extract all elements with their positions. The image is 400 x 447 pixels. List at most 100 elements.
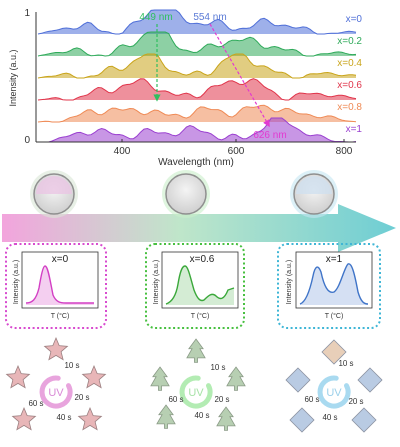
spectra-panel: 1 0 Intensity (a.u.) 400 600 800 Wavelen… [8, 8, 362, 168]
diamond-sample-shape [289, 407, 315, 433]
panel-x-axis-label: T (°C) [191, 312, 210, 320]
panel-title: x=0 [52, 254, 69, 265]
tree-sample-shape [216, 406, 236, 431]
time-label-40s: 40 s [56, 413, 71, 422]
series-label-x04: x=0.4 [337, 58, 362, 69]
uv-cycle-arrow [179, 375, 213, 409]
time-label-10s: 10 s [210, 363, 225, 372]
time-label-60s: 60 s [168, 395, 183, 404]
tree-sample-shape [156, 404, 176, 429]
time-label-10s: 10 s [338, 359, 353, 368]
annotation-label-554: 554 nm [193, 12, 226, 23]
uv-cycle-trees: UV 10 s 20 s 40 s 60 s [168, 363, 229, 420]
spectrum-line [37, 9, 357, 35]
tree-sample-shape [226, 366, 246, 391]
uv-cycle-stars: UV 10 s 20 s 40 s 60 s [28, 361, 89, 422]
spectra-y-tick-bottom: 0 [24, 135, 30, 146]
uv-cycle-arrow [39, 375, 73, 409]
star-sample-shape [11, 406, 37, 431]
series-label-x0: x=0 [346, 14, 363, 25]
time-label-20s: 20 s [348, 397, 363, 406]
panel-title: x=1 [326, 254, 343, 265]
spectra-x-tick-label: 400 [114, 146, 131, 157]
sample-discs [30, 170, 338, 218]
spectrum-line [37, 104, 357, 123]
cycle-shapes-group [5, 336, 383, 433]
diamond-sample-shape [351, 407, 377, 433]
panel-curve-fill [26, 266, 94, 305]
panel-x-axis-label: T (°C) [51, 312, 70, 320]
panel-curve [165, 265, 235, 305]
spectra-x-tick-label: 800 [336, 146, 353, 157]
spectrum-fill [38, 78, 356, 100]
panel-frame [277, 243, 381, 329]
time-label-10s: 10 s [64, 361, 79, 370]
panel-y-axis-label: Intensity (a.u.) [13, 260, 20, 304]
panel-plot-box [295, 251, 373, 309]
panel-frame [5, 243, 107, 329]
diamond-sample-shape [285, 367, 311, 393]
annotation-arrow-554-626 [209, 23, 270, 128]
panel-y-axis-label: Intensity (a.u.) [286, 260, 293, 304]
series-label-x1: x=1 [346, 124, 363, 135]
uv-cycles: UV 10 s 20 s 40 s 60 s UV 10 s 20 s 40 s… [5, 336, 383, 433]
spectrum-fill [38, 105, 356, 122]
spectra-series-group [37, 9, 357, 143]
spectrum-fill [38, 32, 356, 56]
panel-title: x=0.6 [190, 254, 215, 265]
spectrum-line [37, 31, 357, 57]
panel-x-axis-label: T (°C) [325, 312, 344, 320]
star-sample-shape [81, 364, 107, 389]
time-label-20s: 20 s [74, 393, 89, 402]
uv-label: UV [326, 387, 342, 399]
spectrum-fill [38, 10, 356, 34]
time-label-60s: 60 s [304, 395, 319, 404]
spectrum-line [38, 117, 357, 143]
panel-frame [145, 243, 245, 329]
sample-disc [165, 173, 207, 215]
spectra-y-tick-top: 1 [24, 8, 30, 19]
spectrum-line [37, 53, 357, 79]
panel-curve [25, 265, 94, 304]
spectrum-line [37, 78, 357, 101]
sample-disc-tint [296, 176, 332, 194]
spectrum-fill [38, 118, 356, 142]
tree-sample-shape [186, 338, 206, 363]
composition-panels: x=0 Intensity (a.u.) T (°C) x=0.6 Intens… [5, 243, 381, 329]
series-label-x02: x=0.2 [337, 36, 362, 47]
time-label-40s: 40 s [322, 413, 337, 422]
spectra-x-tick-label: 600 [228, 146, 245, 157]
series-label-x06: x=0.6 [337, 80, 362, 91]
time-label-60s: 60 s [28, 399, 43, 408]
time-label-20s: 20 s [214, 395, 229, 404]
composition-panel-x06: x=0.6 Intensity (a.u.) T (°C) [145, 243, 245, 329]
panel-curve [299, 263, 369, 305]
composition-panel-x1: x=1 Intensity (a.u.) T (°C) [277, 243, 381, 329]
panel-y-axis-label: Intensity (a.u.) [153, 260, 160, 304]
tree-sample-shape [150, 366, 170, 391]
uv-label: UV [188, 387, 204, 399]
diamond-sample-shape [321, 339, 347, 365]
sample-disc-tint [36, 176, 72, 194]
annotation-label-626: 626 nm [253, 130, 286, 141]
uv-cycle-diamonds: UV 10 s 20 s 40 s 60 s [304, 359, 363, 422]
spectra-y-axis-label: Intensity (a.u.) [8, 49, 18, 106]
composition-panel-x0: x=0 Intensity (a.u.) T (°C) [5, 243, 107, 329]
panel-curve-fill [300, 263, 368, 305]
series-label-x08: x=0.8 [337, 102, 362, 113]
diamond-sample-shape [357, 367, 383, 393]
spectra-x-axis-label: Wavelength (nm) [158, 157, 234, 168]
panel-plot-box [161, 251, 239, 309]
annotation-label-449: 449 nm [139, 12, 172, 23]
gradient-arrow [2, 204, 396, 252]
star-sample-shape [77, 406, 103, 431]
panel-curve-fill [166, 266, 234, 305]
uv-label: UV [48, 387, 64, 399]
star-sample-shape [5, 364, 31, 389]
star-sample-shape [43, 336, 69, 361]
composition-arrow [2, 204, 396, 252]
uv-cycle-arrow [317, 375, 351, 409]
time-label-40s: 40 s [194, 411, 209, 420]
